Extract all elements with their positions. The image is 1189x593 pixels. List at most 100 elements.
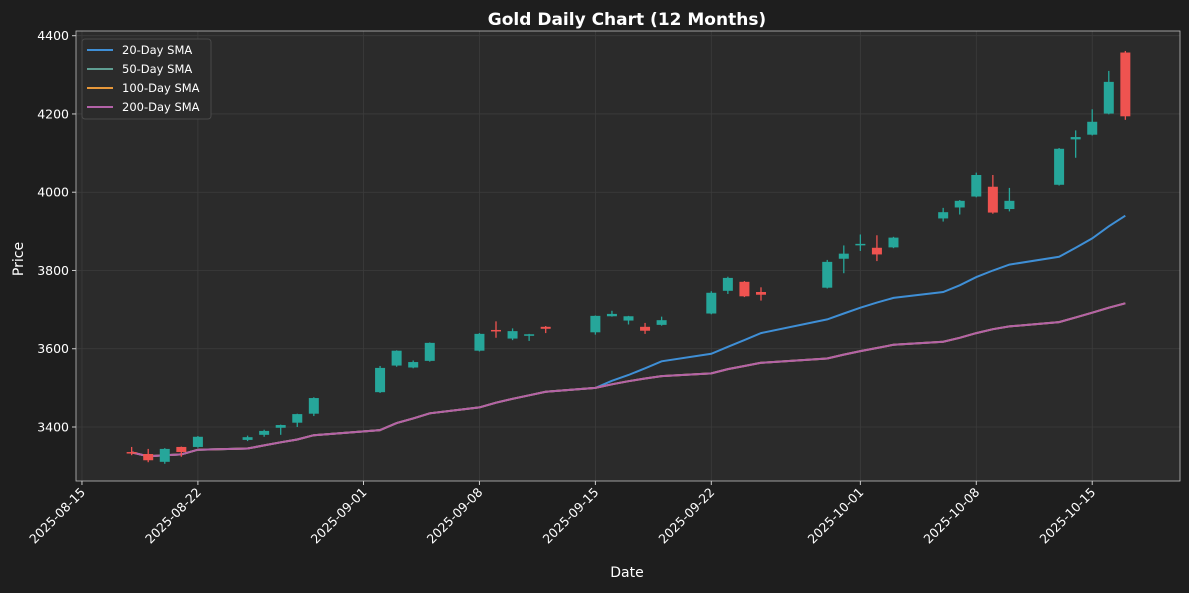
candle-body — [938, 212, 949, 219]
candle-body — [391, 350, 402, 366]
candle-body — [855, 243, 866, 246]
y-tick-label: 4000 — [37, 185, 69, 200]
candle — [159, 448, 170, 464]
candle — [491, 321, 502, 338]
candle-body — [822, 261, 833, 288]
candle-body — [1120, 52, 1131, 117]
candle-body — [656, 320, 667, 325]
candle-body — [540, 326, 551, 329]
candle — [838, 245, 849, 274]
candle-body — [1087, 121, 1098, 135]
candle — [623, 315, 634, 325]
candle — [739, 281, 750, 298]
candle — [706, 291, 717, 315]
candle-body — [507, 331, 518, 339]
candle — [1120, 50, 1131, 120]
candle-body — [888, 237, 899, 248]
candle — [755, 287, 766, 301]
candle — [408, 360, 419, 369]
candle — [375, 365, 386, 393]
candle-body — [871, 247, 882, 255]
candle — [540, 326, 551, 334]
candle — [424, 342, 435, 362]
candle — [938, 207, 949, 222]
legend-label-sma20: 20-Day SMA — [122, 43, 192, 57]
candle — [640, 322, 651, 334]
candle-body — [126, 452, 137, 454]
candle — [192, 436, 203, 448]
x-axis-label: Date — [610, 565, 643, 581]
candle-body — [491, 329, 502, 332]
candle — [176, 446, 187, 457]
chart-title: Gold Daily Chart (12 Months) — [488, 10, 766, 30]
candle — [308, 397, 319, 417]
candle — [1087, 109, 1098, 136]
candle — [275, 424, 286, 435]
candle-body — [590, 315, 601, 333]
candle-body — [308, 398, 319, 414]
candle-body — [640, 326, 651, 331]
candle — [871, 235, 882, 262]
candle — [1103, 70, 1114, 115]
legend-box — [81, 38, 212, 120]
candle-body — [159, 448, 170, 462]
candle — [1004, 187, 1015, 212]
candle-body — [1070, 137, 1081, 140]
legend-label-sma50: 50-Day SMA — [122, 62, 192, 76]
candle-body — [143, 454, 154, 461]
candle — [606, 310, 617, 317]
sma200-line — [131, 302, 1126, 458]
candle — [292, 413, 303, 427]
y-tick-label: 3400 — [37, 420, 69, 435]
sma-lines — [131, 214, 1126, 458]
candle — [474, 333, 485, 352]
candle — [954, 200, 965, 215]
candle-body — [192, 436, 203, 447]
candle-body — [987, 186, 998, 213]
candle-body — [1103, 81, 1114, 114]
legend: 20-Day SMA 50-Day SMA 100-Day SMA 200-Day S… — [81, 38, 212, 120]
legend-label-sma100: 100-Day SMA — [122, 81, 200, 95]
candle — [1054, 148, 1065, 186]
candle-body — [292, 414, 303, 423]
candle-body — [1054, 148, 1065, 185]
candle — [590, 315, 601, 335]
candle-body — [755, 292, 766, 295]
candle — [242, 435, 253, 442]
candle — [971, 172, 982, 198]
candle-body — [623, 316, 634, 321]
candle — [656, 316, 667, 326]
candle-body — [1004, 200, 1015, 210]
y-tick-label: 3800 — [37, 263, 69, 278]
y-axis-label: Price — [11, 242, 27, 276]
candle — [126, 446, 137, 456]
candle-body — [176, 446, 187, 453]
candle-body — [838, 253, 849, 259]
y-tick-label: 3600 — [37, 341, 69, 356]
candle — [524, 333, 535, 341]
y-tick-label: 4400 — [37, 28, 69, 43]
candle — [1070, 130, 1081, 158]
candle-body — [606, 313, 617, 317]
plot-frame — [75, 30, 1181, 482]
candle-body — [971, 175, 982, 197]
legend-label-sma200: 200-Day SMA — [122, 100, 200, 114]
candle — [143, 448, 154, 463]
candle-body — [424, 342, 435, 361]
candle — [888, 236, 899, 249]
candle — [855, 234, 866, 251]
candle-body — [259, 430, 270, 435]
candle-body — [524, 334, 535, 336]
candle-body — [739, 281, 750, 297]
candle-body — [722, 277, 733, 291]
candle-body — [474, 333, 485, 351]
candle — [507, 328, 518, 341]
candle-body — [408, 362, 419, 368]
candle-body — [954, 200, 965, 208]
y-tick-label: 4200 — [37, 106, 69, 121]
candle-body — [375, 367, 386, 393]
candle — [259, 429, 270, 437]
candle — [987, 175, 998, 214]
candle — [822, 259, 833, 289]
